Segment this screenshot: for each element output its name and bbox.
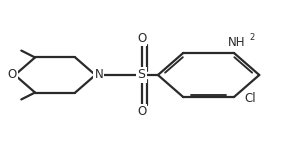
- Text: O: O: [137, 32, 146, 45]
- Text: NH: NH: [228, 36, 246, 49]
- Text: O: O: [137, 105, 146, 118]
- Text: Cl: Cl: [244, 92, 256, 105]
- Text: S: S: [138, 69, 145, 81]
- Text: 2: 2: [250, 33, 255, 42]
- Text: N: N: [94, 69, 103, 81]
- Text: O: O: [7, 69, 17, 81]
